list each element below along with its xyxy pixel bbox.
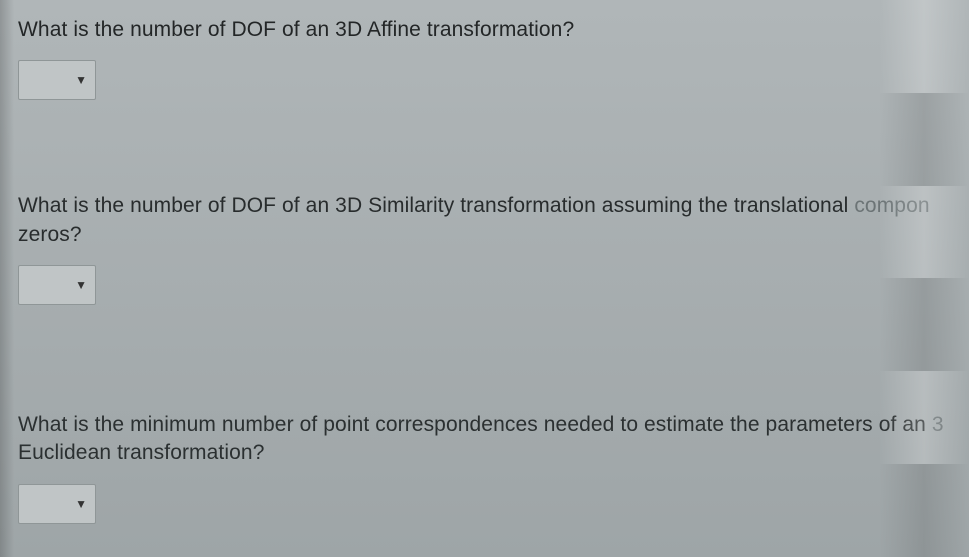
question-block-1: What is the number of DOF of an 3D Affin…: [4, 0, 961, 110]
chevron-down-icon: ▼: [75, 74, 87, 86]
chevron-down-icon: ▼: [75, 279, 87, 291]
question-text-3-line2: Euclidean transformation?: [18, 441, 264, 464]
answer-dropdown-2[interactable]: ▼: [18, 265, 96, 305]
content-area: What is the number of DOF of an 3D Affin…: [0, 0, 969, 534]
question-text-3-main: What is the minimum number of point corr…: [18, 413, 932, 436]
question-block-3: What is the minimum number of point corr…: [4, 395, 961, 534]
spacer-2: [4, 315, 961, 395]
answer-row-1: ▼: [18, 60, 949, 100]
answer-dropdown-1[interactable]: ▼: [18, 60, 96, 100]
question-text-2-main: What is the number of DOF of an 3D Simil…: [18, 194, 854, 217]
quiz-page: What is the number of DOF of an 3D Affin…: [0, 0, 969, 557]
question-text-2-line2: zeros?: [18, 223, 82, 246]
question-text-3-tail: 3: [932, 413, 944, 436]
answer-dropdown-3[interactable]: ▼: [18, 484, 96, 524]
chevron-down-icon: ▼: [75, 498, 87, 510]
question-block-2: What is the number of DOF of an 3D Simil…: [4, 176, 961, 315]
question-text-1: What is the number of DOF of an 3D Affin…: [18, 16, 949, 44]
question-text-2-tail: compon: [854, 194, 929, 217]
spacer-1: [4, 110, 961, 176]
question-text-3: What is the minimum number of point corr…: [18, 411, 949, 468]
answer-row-2: ▼: [18, 265, 949, 305]
question-text-2: What is the number of DOF of an 3D Simil…: [18, 192, 949, 249]
answer-row-3: ▼: [18, 484, 949, 524]
